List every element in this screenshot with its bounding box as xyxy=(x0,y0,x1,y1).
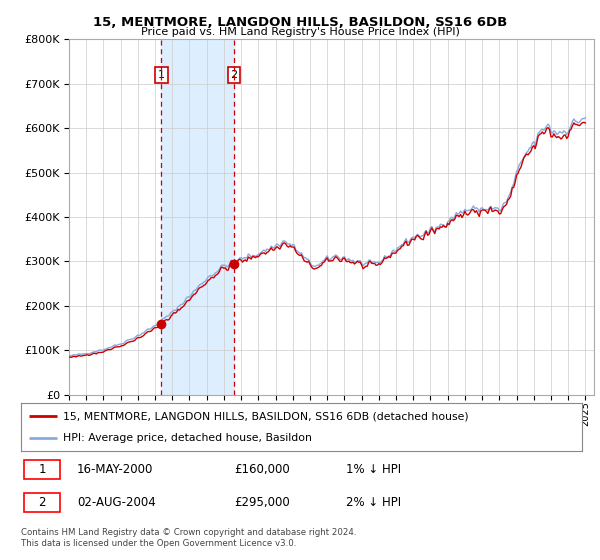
Text: £295,000: £295,000 xyxy=(234,496,290,509)
Text: HPI: Average price, detached house, Basildon: HPI: Average price, detached house, Basi… xyxy=(63,433,312,443)
Text: 2% ↓ HPI: 2% ↓ HPI xyxy=(346,496,401,509)
Text: This data is licensed under the Open Government Licence v3.0.: This data is licensed under the Open Gov… xyxy=(21,539,296,548)
Text: 16-MAY-2000: 16-MAY-2000 xyxy=(77,463,154,476)
Text: 1: 1 xyxy=(38,463,46,476)
FancyBboxPatch shape xyxy=(24,460,60,479)
Text: 2: 2 xyxy=(38,496,46,509)
Text: 1: 1 xyxy=(158,70,165,80)
Text: 2: 2 xyxy=(230,70,238,80)
Bar xyxy=(161,39,234,395)
Text: 15, MENTMORE, LANGDON HILLS, BASILDON, SS16 6DB: 15, MENTMORE, LANGDON HILLS, BASILDON, S… xyxy=(93,16,507,29)
Text: 02-AUG-2004: 02-AUG-2004 xyxy=(77,496,156,509)
Text: Price paid vs. HM Land Registry's House Price Index (HPI): Price paid vs. HM Land Registry's House … xyxy=(140,27,460,37)
Text: 1% ↓ HPI: 1% ↓ HPI xyxy=(346,463,401,476)
FancyBboxPatch shape xyxy=(24,493,60,512)
Text: Contains HM Land Registry data © Crown copyright and database right 2024.: Contains HM Land Registry data © Crown c… xyxy=(21,528,356,536)
Text: 15, MENTMORE, LANGDON HILLS, BASILDON, SS16 6DB (detached house): 15, MENTMORE, LANGDON HILLS, BASILDON, S… xyxy=(63,411,469,421)
Text: £160,000: £160,000 xyxy=(234,463,290,476)
